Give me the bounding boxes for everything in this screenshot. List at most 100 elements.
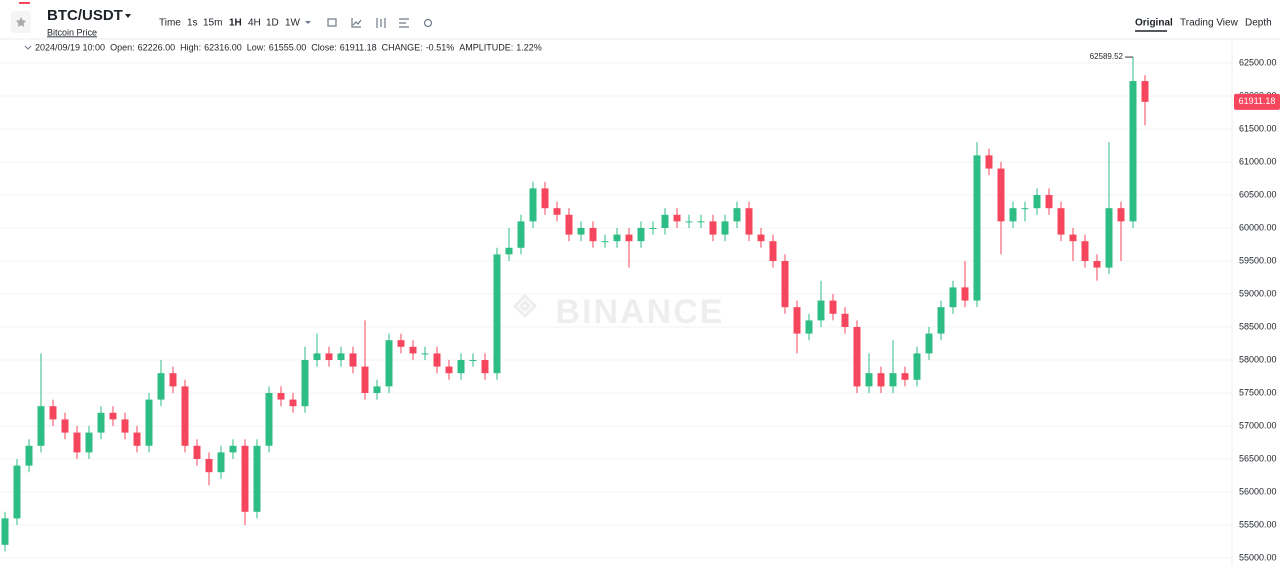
candle-body xyxy=(121,419,129,433)
candle-body xyxy=(1045,194,1053,209)
candle-body xyxy=(493,254,501,374)
view-tab[interactable]: Depth xyxy=(1245,18,1272,29)
candle-body xyxy=(421,353,429,355)
candle-body xyxy=(1117,208,1125,222)
candle-body xyxy=(865,373,873,387)
info-value: 62226.00 xyxy=(138,42,176,52)
candle-body xyxy=(277,392,285,400)
interval-tab[interactable]: 4H xyxy=(248,18,261,29)
y-tick-label: 58500.00 xyxy=(1239,321,1277,331)
candle-body xyxy=(253,445,261,512)
candle-body xyxy=(973,155,981,301)
candle-body xyxy=(829,300,837,314)
candle-body xyxy=(241,445,249,512)
interval-tab[interactable]: 15m xyxy=(203,18,222,29)
candle-body xyxy=(193,445,201,459)
candle-body xyxy=(145,399,153,446)
info-value: -0.51% xyxy=(426,42,455,52)
candle-body xyxy=(49,406,57,420)
candle-body xyxy=(61,419,69,433)
interval-tab[interactable]: 1D xyxy=(266,18,279,29)
candle-body xyxy=(1021,208,1029,210)
info-label: Close: xyxy=(311,42,337,52)
candle-body xyxy=(289,399,297,407)
candle-body xyxy=(373,386,381,393)
info-value: 62316.00 xyxy=(204,42,242,52)
interval-tab[interactable]: 1W xyxy=(285,18,301,29)
candle-body xyxy=(1,518,9,545)
settings-icon[interactable] xyxy=(423,18,433,28)
y-tick-label: 59000.00 xyxy=(1239,288,1277,298)
info-toggle[interactable] xyxy=(24,45,32,50)
view-tab[interactable]: Original xyxy=(1135,18,1173,29)
candle-body xyxy=(697,221,705,223)
candle-body xyxy=(685,221,693,223)
candle-body xyxy=(1105,208,1113,268)
y-tick-label: 57500.00 xyxy=(1239,387,1277,397)
candle-body xyxy=(385,340,393,387)
candle-body xyxy=(601,241,609,243)
candle-body xyxy=(157,373,165,400)
candle-body xyxy=(169,373,177,387)
candle-body xyxy=(361,366,369,393)
candle-body xyxy=(1069,234,1077,242)
last-price-tag xyxy=(1234,93,1280,110)
candle-body xyxy=(73,432,81,453)
candle-body xyxy=(313,353,321,360)
candle-body xyxy=(769,241,777,261)
candle-body xyxy=(433,353,441,367)
watermark: BINANCE xyxy=(556,293,725,331)
candle-body xyxy=(457,359,465,374)
candle-body xyxy=(841,313,849,327)
candle-body xyxy=(325,353,333,360)
candle-body xyxy=(781,260,789,308)
candle-icon[interactable] xyxy=(376,18,386,28)
info-time: 2024/09/19 10:00 xyxy=(35,42,105,52)
info-label: High: xyxy=(180,42,201,52)
candle-body xyxy=(109,412,117,420)
interval-caret[interactable] xyxy=(305,21,311,24)
candle-body xyxy=(961,287,969,301)
candle-body xyxy=(133,432,141,446)
subtitle[interactable]: Bitcoin Price xyxy=(47,27,97,37)
watermark-logo xyxy=(512,293,538,319)
candle-body xyxy=(529,188,537,222)
candle-body xyxy=(505,247,513,255)
interval-tab[interactable]: Time xyxy=(159,18,181,29)
candle-body xyxy=(949,287,957,308)
candle-body xyxy=(553,208,561,215)
symbol[interactable]: BTC/USDT xyxy=(47,7,123,24)
layout-icon[interactable] xyxy=(399,18,409,28)
candle-body xyxy=(409,346,417,354)
interval-tab[interactable]: 1s xyxy=(187,18,198,29)
candle-body xyxy=(793,307,801,334)
y-tick-label: 57000.00 xyxy=(1239,420,1277,430)
y-tick-label: 56000.00 xyxy=(1239,486,1277,496)
calendar-icon[interactable] xyxy=(327,18,337,27)
info-value: 61555.00 xyxy=(269,42,307,52)
info-label: AMPLITUDE: xyxy=(459,42,513,52)
candle-body xyxy=(397,340,405,347)
candle-body xyxy=(805,320,813,334)
candle-body xyxy=(1129,81,1137,222)
candle-body xyxy=(913,353,921,380)
candle-body xyxy=(217,452,225,473)
candle-body xyxy=(637,227,645,242)
y-tick-label: 60000.00 xyxy=(1239,222,1277,232)
candle-body xyxy=(889,373,897,387)
interval-tab[interactable]: 1H xyxy=(229,18,242,29)
candle-body xyxy=(673,214,681,222)
symbol-caret[interactable] xyxy=(125,14,131,18)
candle-body xyxy=(937,307,945,334)
candle-body xyxy=(625,234,633,242)
y-tick-label: 58000.00 xyxy=(1239,354,1277,364)
indicator-icon[interactable] xyxy=(351,18,362,28)
candle-body xyxy=(901,373,909,380)
toolbar-icons xyxy=(327,18,433,28)
candle-body xyxy=(733,208,741,222)
view-tab[interactable]: Trading View xyxy=(1180,18,1239,29)
candle-body xyxy=(337,353,345,360)
candle-body xyxy=(745,208,753,235)
info-label: Low: xyxy=(247,42,266,52)
